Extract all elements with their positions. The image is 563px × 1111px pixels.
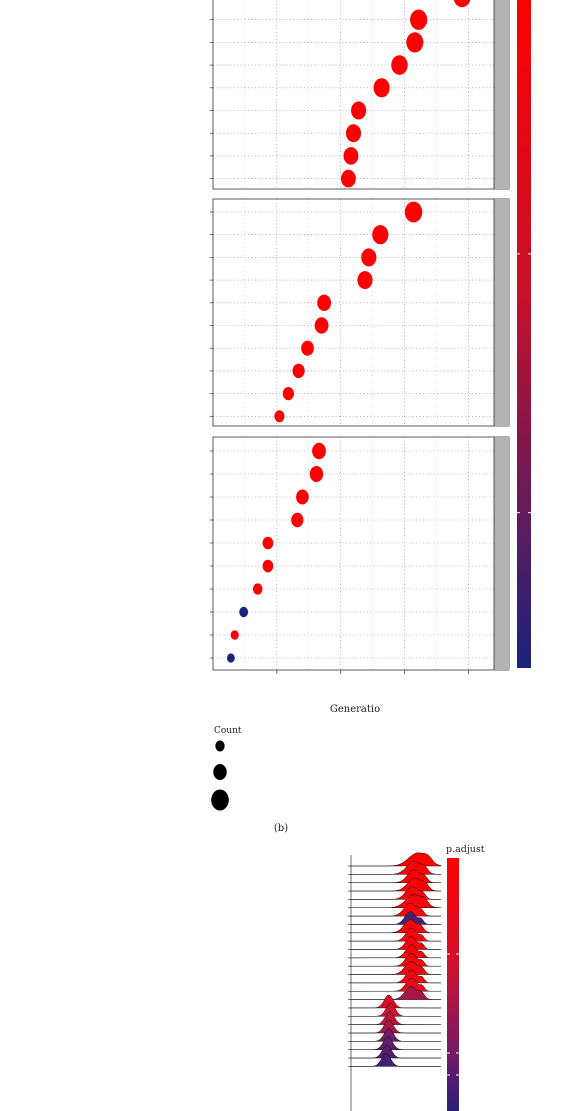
panel-label: (b): [274, 823, 288, 834]
dotplot-size-legend: Count: [211, 726, 242, 811]
size-legend-dot: [211, 789, 229, 811]
facet-frame: [212, 198, 510, 427]
ridgeline-color-legend-title: p.adjust: [446, 844, 485, 855]
term-dot: [226, 653, 235, 663]
term-dot: [345, 124, 362, 143]
ridgeline-density: [351, 902, 441, 917]
term-dot: [296, 489, 309, 505]
facet-strip: [494, 199, 509, 426]
dotplot-x-axis: [276, 670, 469, 674]
ridgeline-density: [350, 1044, 442, 1059]
facet-mf: [210, 436, 510, 671]
term-dot: [312, 442, 326, 460]
ridgeline-density: [351, 936, 441, 950]
ridgeline-density: [351, 919, 441, 934]
term-dot: [314, 317, 329, 334]
ridgeline-density: [350, 944, 442, 959]
term-dot: [406, 32, 424, 53]
ridgeline-density: [350, 994, 442, 1009]
ridgeline-density: [351, 1019, 441, 1034]
ridgeline-density: [351, 1003, 441, 1017]
dotplot-facets: [210, 0, 510, 671]
ridgeline-density: [351, 1053, 441, 1067]
term-dot: [317, 294, 332, 311]
term-dot: [357, 271, 373, 290]
ridgeline-density: [350, 978, 442, 992]
ridgeline-density: [351, 1036, 441, 1050]
term-dot: [372, 225, 389, 245]
term-dot: [343, 147, 359, 165]
term-dot: [373, 78, 390, 98]
term-dot: [351, 101, 367, 120]
facet-strip: [494, 0, 509, 189]
ridgeline-body: [348, 852, 442, 1111]
ridgeline-density: [350, 927, 442, 942]
ridgeline-density: [350, 961, 442, 975]
term-dot: [309, 466, 324, 482]
term-dot: [340, 169, 356, 188]
facet-frame: [212, 0, 510, 190]
ridgeline-density: [351, 952, 441, 967]
color-bar: [447, 858, 459, 1111]
term-dot: [252, 583, 263, 595]
term-dot: [453, 0, 471, 8]
term-dot: [291, 512, 304, 528]
term-dot: [274, 410, 285, 423]
dotplot-gridlines: [213, 0, 494, 670]
ridgeline-density: [350, 877, 442, 892]
ridgeline-density: [351, 852, 442, 867]
facet-bp: [210, 0, 510, 190]
ridgeline-density: [350, 861, 442, 875]
ridgeline-density: [350, 1011, 442, 1025]
term-dot: [391, 55, 408, 75]
term-dot: [262, 536, 274, 550]
term-dot: [239, 606, 249, 618]
ridgeline-density: [350, 894, 442, 908]
facet-cc: [210, 198, 510, 427]
term-dot: [404, 201, 423, 223]
facet-strip: [494, 437, 509, 670]
size-legend-dot: [215, 740, 225, 752]
dotplot-color-legend: [517, 0, 531, 668]
go-dotplot: Generatio Count (b): [210, 0, 531, 834]
term-dot: [282, 387, 294, 401]
term-dot: [292, 363, 305, 379]
term-dot: [262, 559, 274, 573]
kegg-ridgeline-plot: p.adjust: [348, 844, 485, 1111]
size-legend-dot: [213, 764, 227, 780]
ridgeline-density: [351, 969, 441, 984]
ridgeline-density: [350, 1028, 442, 1042]
ridgeline-color-legend: [447, 858, 459, 1111]
ridgeline-density: [350, 911, 442, 925]
term-dot: [230, 630, 239, 640]
color-bar: [517, 0, 531, 668]
dotplot-x-axis-label: Generatio: [330, 704, 380, 715]
size-legend-title: Count: [214, 726, 242, 736]
ridgeline-density: [351, 986, 441, 1000]
term-dot: [361, 248, 377, 267]
term-dot: [301, 340, 314, 356]
term-dot: [410, 9, 428, 30]
